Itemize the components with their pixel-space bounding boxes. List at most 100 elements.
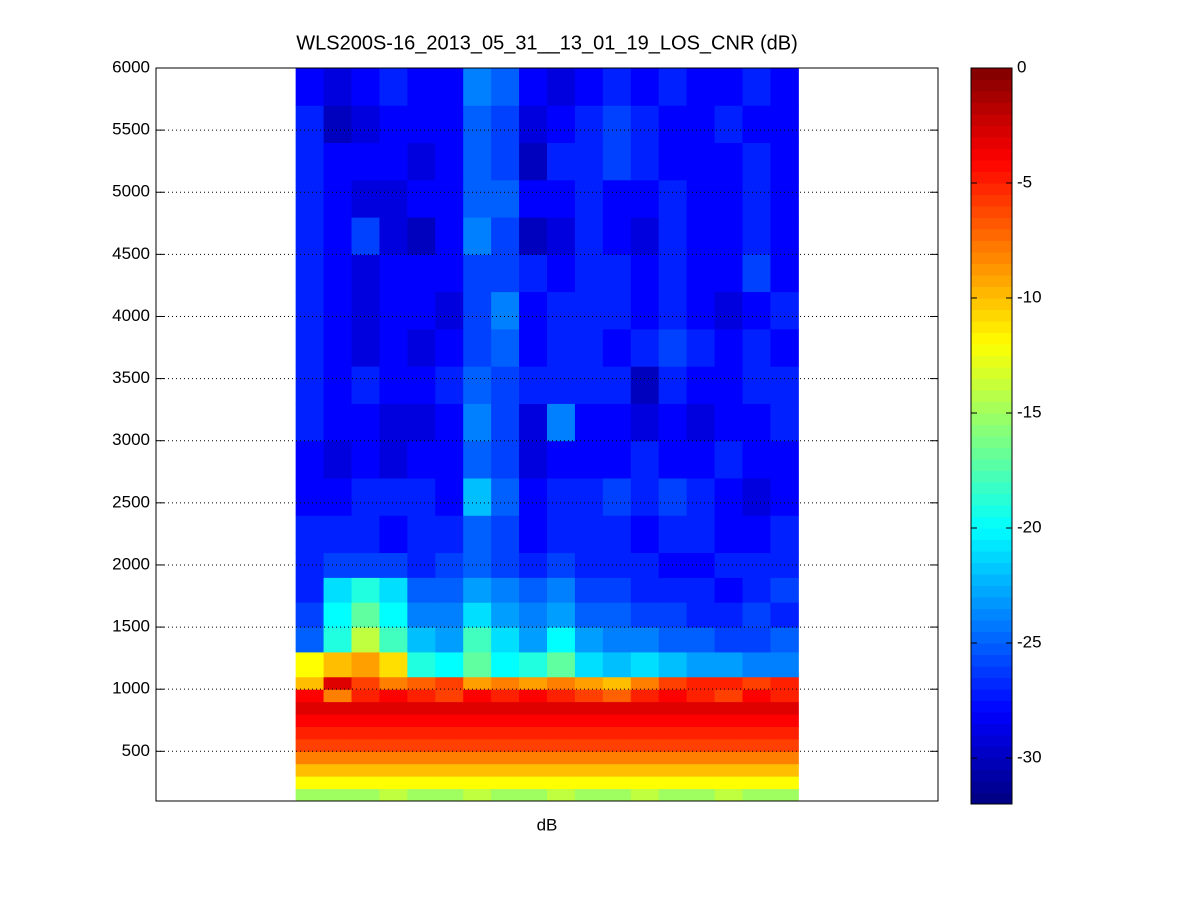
heat-cell bbox=[686, 602, 716, 628]
heat-cell bbox=[379, 776, 408, 790]
heat-cell bbox=[407, 552, 436, 578]
heat-cell bbox=[686, 366, 716, 404]
heat-cell bbox=[407, 179, 436, 218]
heat-cell bbox=[491, 577, 520, 603]
heat-cell bbox=[519, 142, 548, 181]
heat-cell bbox=[295, 602, 325, 628]
heat-cell bbox=[742, 788, 771, 802]
colorbar-swatch bbox=[971, 125, 1012, 138]
heat-cell bbox=[714, 68, 743, 106]
heat-cell bbox=[351, 701, 380, 715]
heat-cell bbox=[658, 751, 688, 765]
heat-cell bbox=[295, 714, 325, 727]
heat-cell bbox=[742, 751, 771, 765]
heat-cell bbox=[351, 577, 380, 603]
heat-cell bbox=[547, 403, 576, 442]
heat-cell bbox=[323, 788, 352, 802]
heat-cell bbox=[463, 366, 492, 404]
heat-cell bbox=[686, 142, 716, 181]
heat-cell bbox=[295, 627, 325, 653]
heat-cell bbox=[602, 440, 632, 479]
heat-cell bbox=[519, 788, 548, 802]
heat-cell bbox=[435, 440, 464, 479]
heat-cell bbox=[435, 254, 464, 293]
heat-cell bbox=[351, 676, 380, 690]
heat-cell bbox=[295, 328, 325, 367]
heat-cell bbox=[630, 328, 660, 367]
heat-cell bbox=[435, 515, 464, 554]
heat-cell bbox=[463, 477, 492, 516]
heat-cell bbox=[463, 602, 492, 628]
heat-cell bbox=[574, 726, 604, 740]
heat-cell bbox=[742, 701, 771, 715]
heat-cell bbox=[435, 714, 464, 727]
heat-cell bbox=[463, 552, 492, 578]
heat-cell bbox=[379, 440, 408, 479]
heat-cell bbox=[519, 577, 548, 603]
heat-cell bbox=[742, 217, 771, 255]
heat-cell bbox=[351, 651, 380, 678]
heat-cell bbox=[491, 105, 520, 144]
heat-cell bbox=[574, 179, 604, 218]
heat-cell bbox=[323, 142, 352, 181]
heat-cell bbox=[351, 254, 380, 293]
heat-cell bbox=[574, 788, 604, 802]
heat-cell bbox=[323, 403, 352, 442]
heat-cell bbox=[407, 676, 436, 690]
heat-cell bbox=[351, 105, 380, 144]
heat-cell bbox=[295, 68, 325, 106]
heat-cell bbox=[407, 602, 436, 628]
heat-cell bbox=[742, 714, 771, 727]
heat-cell bbox=[547, 714, 576, 727]
heat-cell bbox=[407, 440, 436, 479]
heat-cell bbox=[463, 217, 492, 255]
heat-cell bbox=[379, 515, 408, 554]
heat-cell bbox=[323, 751, 352, 765]
heat-cell bbox=[547, 701, 576, 715]
heat-cell bbox=[379, 254, 408, 293]
heat-cell bbox=[630, 68, 660, 106]
heat-cell bbox=[463, 788, 492, 802]
heat-cell bbox=[602, 689, 632, 703]
y-tick-label: 5500 bbox=[112, 120, 150, 139]
heat-cell bbox=[658, 577, 688, 603]
heat-cell bbox=[323, 701, 352, 715]
heat-cell bbox=[574, 751, 604, 765]
heat-cell bbox=[714, 142, 743, 181]
heat-cell bbox=[602, 701, 632, 715]
heat-cell bbox=[379, 788, 408, 802]
colorbar-swatch bbox=[971, 620, 1012, 632]
heat-cell bbox=[630, 689, 660, 703]
heat-cell bbox=[547, 105, 576, 144]
heat-cell bbox=[463, 651, 492, 678]
colorbar-swatch bbox=[971, 528, 1012, 540]
heat-cell bbox=[630, 676, 660, 690]
heat-cell bbox=[519, 651, 548, 678]
heat-cell bbox=[658, 602, 688, 628]
heat-cell bbox=[602, 651, 632, 678]
heat-cell bbox=[407, 701, 436, 715]
colorbar-swatch bbox=[971, 585, 1012, 598]
heat-cell bbox=[379, 366, 408, 404]
heat-cell bbox=[574, 676, 604, 690]
heat-cell bbox=[519, 328, 548, 367]
colorbar-swatch bbox=[971, 229, 1012, 241]
heat-cell bbox=[547, 366, 576, 404]
heat-cell bbox=[574, 738, 604, 752]
heat-cell bbox=[630, 217, 660, 255]
heat-cell bbox=[630, 751, 660, 765]
colorbar-swatch bbox=[971, 792, 1012, 805]
heat-cell bbox=[602, 577, 632, 603]
heat-cell bbox=[435, 179, 464, 218]
heat-cell bbox=[547, 477, 576, 516]
heat-cell bbox=[519, 763, 548, 777]
heat-cell bbox=[602, 477, 632, 516]
colorbar-swatch bbox=[971, 470, 1012, 483]
heat-cell bbox=[630, 366, 660, 404]
heat-cell bbox=[770, 440, 799, 479]
heat-cell bbox=[463, 627, 492, 653]
heat-cell bbox=[742, 738, 771, 752]
heat-cell bbox=[602, 763, 632, 777]
heat-cell bbox=[658, 627, 688, 653]
heat-cell bbox=[491, 602, 520, 628]
